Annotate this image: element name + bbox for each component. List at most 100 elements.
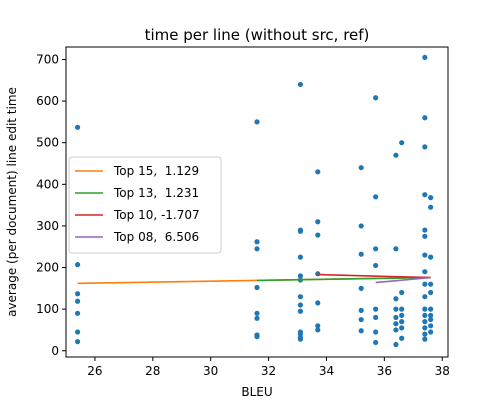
trend-line: [256, 276, 431, 282]
data-point: [428, 316, 434, 323]
data-point: [74, 329, 81, 335]
y-tick-label: 0: [51, 344, 59, 358]
data-point: [254, 310, 260, 316]
data-point: [315, 300, 321, 306]
x-axis-label: BLEU: [241, 385, 272, 399]
data-point: [399, 325, 405, 331]
y-tick-label: 400: [36, 177, 59, 191]
data-point: [428, 289, 434, 296]
data-point: [393, 246, 399, 252]
trend-line: [375, 276, 431, 284]
data-point: [422, 252, 428, 258]
data-point: [315, 327, 321, 333]
data-point: [422, 306, 428, 312]
data-point: [422, 227, 428, 233]
data-point: [254, 246, 260, 252]
x-tick-label: 36: [377, 364, 392, 378]
data-point: [297, 273, 304, 279]
data-point: [297, 254, 304, 260]
data-point: [297, 336, 304, 342]
x-tick-label: 34: [319, 364, 334, 378]
axis-ticks: 26 28 30 32 34 36 38 0 100 200 300 400 500 600 700: [36, 52, 450, 378]
data-point: [428, 306, 434, 312]
data-point: [358, 285, 364, 291]
chart-title: time per line (without src, ref): [145, 26, 370, 44]
data-point: [428, 195, 434, 201]
x-tick-label: 38: [435, 364, 450, 378]
trend-lines: [77, 273, 431, 285]
x-tick-label: 26: [87, 364, 102, 378]
data-point: [373, 314, 379, 321]
data-point: [393, 296, 399, 302]
data-point: [358, 307, 364, 313]
data-point: [297, 81, 304, 88]
y-tick-label: 200: [36, 261, 59, 275]
y-tick-label: 300: [36, 219, 59, 233]
x-tick-label: 32: [261, 364, 276, 378]
data-point: [428, 329, 434, 335]
data-point: [428, 254, 434, 260]
data-point: [428, 204, 434, 210]
data-point: [422, 325, 428, 331]
plot-frame: [65, 46, 449, 358]
data-point: [422, 281, 428, 287]
data-point: [422, 294, 428, 300]
x-tick-label: 30: [203, 364, 218, 378]
data-point: [399, 335, 405, 341]
legend-frame: [68, 156, 222, 254]
data-point: [422, 336, 428, 342]
legend: Top 15, 1.129 Top 13, 1.231 Top 10, -1.707…: [68, 156, 222, 254]
data-points: [74, 54, 434, 348]
data-point: [358, 251, 364, 257]
data-point: [74, 339, 81, 345]
data-point: [373, 262, 379, 269]
data-point: [393, 321, 399, 327]
data-point: [393, 314, 399, 321]
data-point: [373, 95, 379, 101]
data-point: [315, 169, 321, 175]
data-point: [373, 194, 379, 200]
data-point: [358, 165, 364, 171]
x-tick-label: 28: [145, 364, 160, 378]
data-point: [428, 312, 434, 318]
data-point: [297, 302, 304, 308]
y-tick-label: 500: [36, 136, 59, 150]
data-point: [393, 327, 399, 333]
y-tick-label: 600: [36, 94, 59, 108]
data-point: [315, 219, 321, 225]
data-point: [254, 239, 260, 245]
data-point: [74, 124, 81, 130]
data-point: [297, 294, 304, 300]
data-point: [358, 223, 364, 229]
y-tick-label: 100: [36, 302, 59, 316]
data-point: [393, 341, 399, 348]
y-tick-label: 700: [36, 52, 59, 66]
legend-label: Top 13, 1.231: [113, 186, 199, 200]
data-point: [74, 310, 81, 316]
data-point: [399, 319, 405, 325]
data-point: [373, 329, 379, 335]
legend-label: Top 10, -1.707: [113, 208, 200, 222]
data-point: [254, 334, 260, 340]
data-point: [422, 319, 428, 325]
legend-label: Top 15, 1.129: [113, 164, 199, 178]
data-point: [373, 246, 379, 252]
data-point: [399, 289, 405, 296]
data-point: [422, 312, 428, 318]
data-point: [74, 298, 81, 304]
data-point: [422, 192, 428, 198]
data-point: [422, 269, 428, 275]
data-point: [393, 152, 399, 158]
data-point: [422, 54, 428, 61]
data-point: [393, 306, 399, 312]
data-point: [297, 228, 304, 234]
data-point: [373, 306, 379, 312]
data-point: [422, 331, 428, 337]
data-point: [74, 262, 81, 268]
data-point: [428, 281, 434, 287]
data-point: [422, 115, 428, 121]
trend-line: [317, 273, 431, 279]
data-point: [399, 312, 405, 318]
